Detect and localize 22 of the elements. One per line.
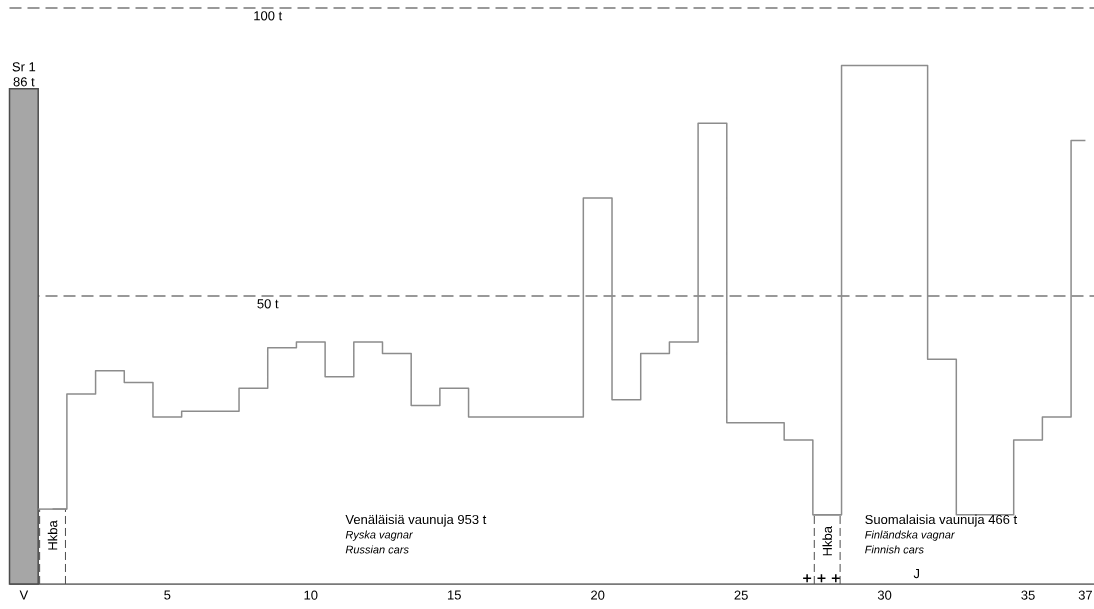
annotation: J (913, 569, 920, 579)
x-tick-label: 5 (164, 590, 171, 600)
x-tick-label: 35 (1021, 590, 1035, 600)
x-tick-label: 20 (591, 590, 605, 600)
ref-line-label: 50 t (257, 299, 279, 309)
annotation: Sr 1 (12, 62, 36, 72)
annotation: Hkba (822, 526, 832, 556)
annotation: Suomalaisia vaunuja 466 t (865, 514, 1018, 527)
x-tick-label: V (19, 590, 29, 600)
annotation: Hkba (47, 520, 58, 550)
x-tick-label: 30 (877, 590, 892, 600)
annotation: Finländska vagnar (865, 530, 955, 541)
annotation: Finnish cars (865, 545, 924, 554)
ref-line-label: 100 t (254, 11, 283, 21)
x-tick-label: 15 (447, 590, 461, 600)
annotation: Venäläisiä vaunuja 953 t (345, 514, 487, 527)
x-tick-label: 10 (304, 590, 318, 600)
data-label: 86 t (13, 77, 35, 87)
x-tick-label: 25 (734, 590, 748, 600)
annotation: Russian cars (345, 545, 409, 554)
annotation: Ryska vagnar (345, 530, 413, 541)
x-tick-label: 37 (1078, 590, 1092, 600)
